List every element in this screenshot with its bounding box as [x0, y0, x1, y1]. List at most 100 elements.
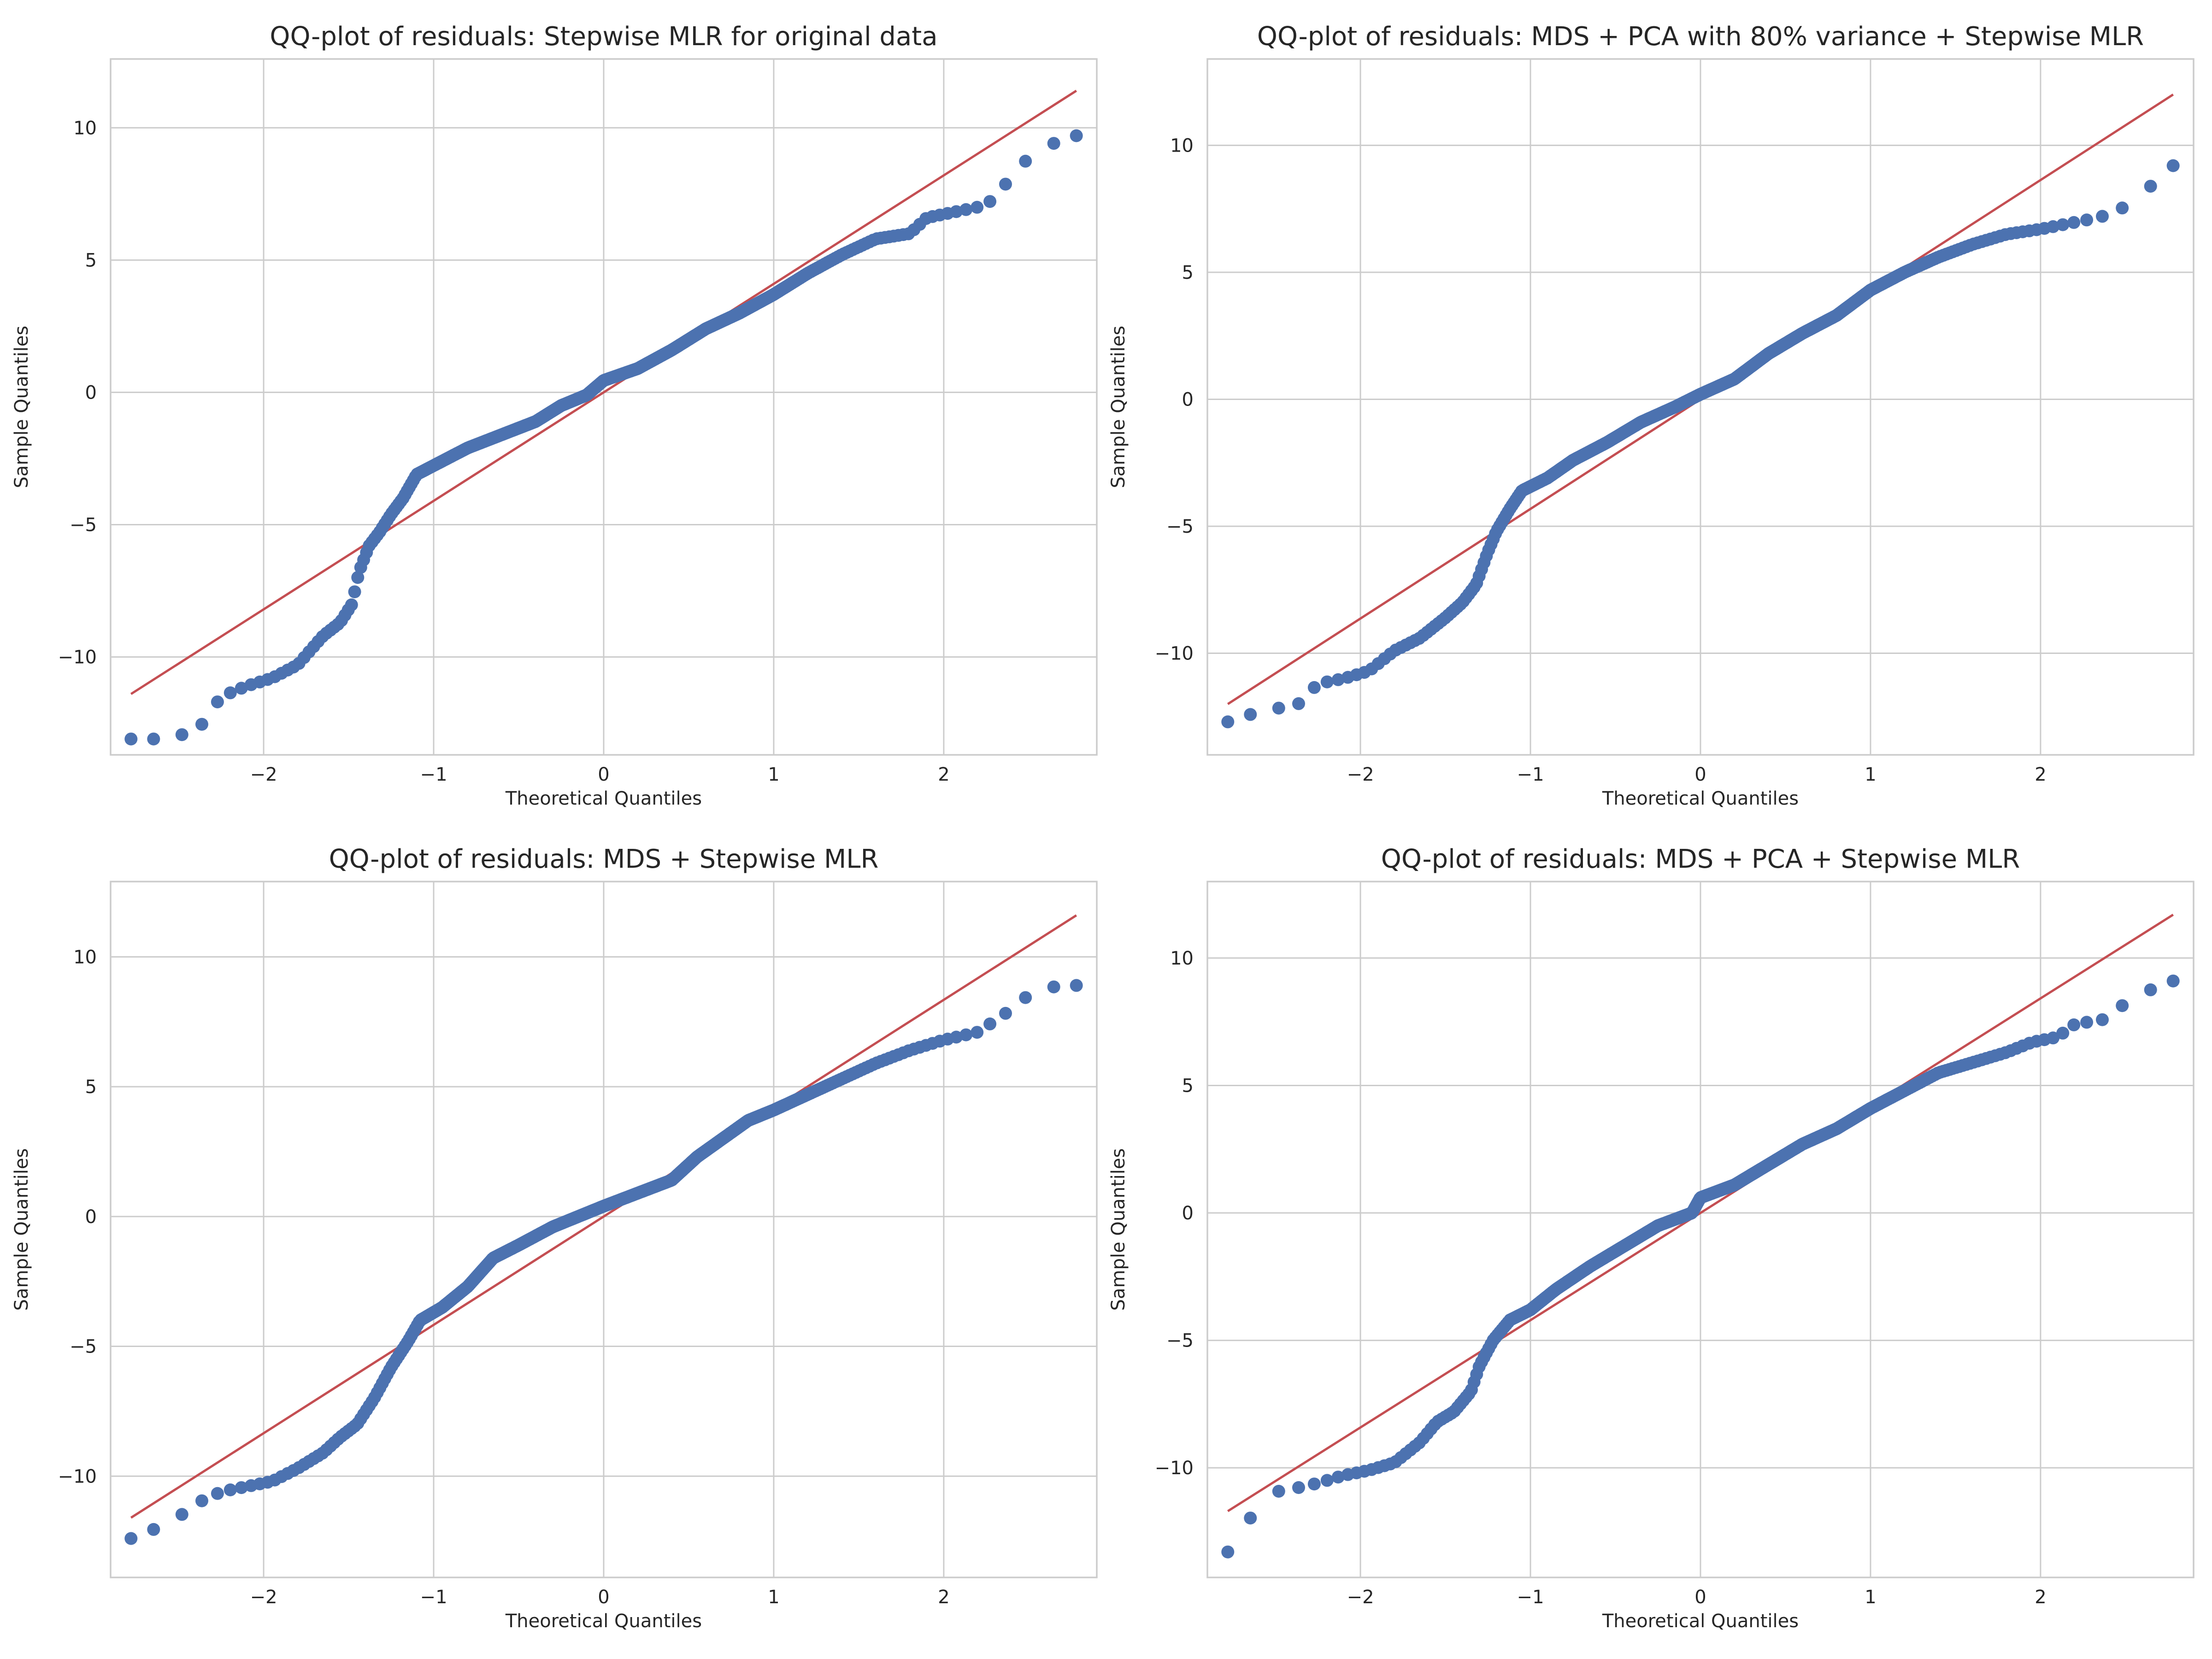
data-point: [2096, 1013, 2109, 1026]
reference-line: [1227, 913, 2174, 1512]
reference-line: [130, 914, 1077, 1519]
data-point: [2080, 1016, 2094, 1029]
y-tick-label: 10: [1170, 135, 1194, 156]
data-point: [2144, 983, 2157, 996]
data-point: [195, 1494, 208, 1507]
data-point: [1019, 154, 1032, 168]
data-point: [950, 205, 963, 218]
data-point: [235, 1481, 248, 1494]
data-point: [2067, 216, 2081, 229]
x-axis-label: Theoretical Quantiles: [505, 788, 702, 809]
chart-title: QQ-plot of residuals: MDS + Stepwise MLR: [329, 844, 879, 874]
data-point: [224, 686, 237, 700]
y-tick-label: 10: [73, 947, 97, 968]
x-tick-label: 1: [768, 764, 779, 785]
y-tick-label: −5: [1166, 1330, 1194, 1352]
y-axis-label: Sample Quantiles: [11, 326, 32, 488]
data-point: [1244, 708, 1257, 721]
data-point: [2166, 974, 2180, 988]
data-point: [2116, 999, 2129, 1012]
x-tick-label: 2: [938, 1587, 949, 1608]
x-tick-label: −2: [1347, 1587, 1374, 1608]
x-tick-label: 0: [1694, 1587, 1706, 1608]
data-point: [1070, 979, 1083, 992]
data-point: [999, 177, 1012, 191]
data-point: [1307, 681, 1321, 694]
y-tick-label: 0: [1182, 389, 1194, 410]
y-tick-label: 5: [85, 1077, 97, 1098]
y-tick-label: 0: [1182, 1203, 1194, 1224]
x-tick-label: −2: [250, 1587, 277, 1608]
data-point: [1292, 697, 1305, 710]
y-tick-label: 0: [85, 382, 97, 403]
y-tick-label: 10: [1170, 948, 1194, 969]
data-point: [195, 718, 208, 731]
data-point: [1047, 980, 1060, 994]
data-point: [2166, 159, 2180, 172]
y-tick-label: 5: [1182, 1075, 1194, 1096]
data-point: [1292, 1481, 1305, 1494]
data-point: [147, 1523, 160, 1536]
data-point: [950, 1030, 963, 1044]
x-tick-label: 1: [1865, 1587, 1876, 1608]
data-point: [1320, 1474, 1334, 1487]
data-point: [2056, 1026, 2070, 1040]
y-tick-label: −5: [70, 514, 97, 535]
x-tick-label: −2: [250, 764, 277, 785]
data-point: [235, 682, 248, 695]
data-point: [1244, 1512, 1257, 1525]
data-point: [147, 732, 160, 746]
x-tick-label: −1: [420, 764, 447, 785]
y-tick-label: −10: [1155, 643, 1194, 665]
data-point: [1307, 1477, 1321, 1491]
data-point: [971, 200, 984, 214]
data-point: [351, 571, 365, 584]
chart-title: QQ-plot of residuals: MDS + PCA with 80%…: [1257, 22, 2144, 52]
y-tick-label: −10: [58, 1466, 97, 1487]
plot-area: [124, 89, 1083, 746]
data-point: [2096, 210, 2109, 223]
x-tick-label: −1: [1517, 764, 1544, 785]
axes-frame: [1206, 58, 2194, 756]
data-point: [959, 1028, 973, 1041]
data-point: [211, 695, 224, 709]
plot-area: [1221, 913, 2180, 1559]
data-point: [983, 1017, 997, 1030]
data-point: [224, 1483, 237, 1496]
x-tick-label: 2: [2035, 764, 2046, 785]
y-tick-label: −5: [1166, 516, 1194, 537]
x-axis-label: Theoretical Quantiles: [1602, 788, 1799, 809]
x-tick-label: 0: [598, 764, 609, 785]
y-tick-label: 0: [85, 1206, 97, 1228]
data-point: [175, 1508, 188, 1521]
data-point: [1272, 701, 1285, 715]
data-point: [2116, 201, 2129, 215]
axes-frame: [110, 58, 1098, 756]
x-tick-label: −2: [1347, 764, 1374, 785]
data-point: [2047, 220, 2060, 233]
y-axis-label: Sample Quantiles: [11, 1148, 32, 1311]
axes-frame: [1206, 881, 2194, 1578]
y-tick-label: 5: [1182, 262, 1194, 283]
x-tick-label: 0: [598, 1587, 609, 1608]
data-point: [983, 195, 997, 208]
data-point: [124, 1532, 138, 1545]
chart-title: QQ-plot of residuals: Stepwise MLR for o…: [270, 22, 937, 52]
axes-frame: [110, 881, 1098, 1578]
x-axis-label: Theoretical Quantiles: [1602, 1611, 1799, 1632]
data-point: [999, 1006, 1012, 1020]
data-point: [1221, 715, 1235, 729]
data-point: [1070, 129, 1083, 142]
data-point: [348, 585, 361, 599]
x-tick-label: 1: [768, 1587, 779, 1608]
data-point: [971, 1026, 984, 1039]
x-axis-label: Theoretical Quantiles: [505, 1611, 702, 1632]
y-axis-label: Sample Quantiles: [1108, 326, 1129, 488]
reference-line: [130, 89, 1077, 695]
data-point: [1331, 1471, 1345, 1484]
plot-area: [124, 914, 1083, 1545]
